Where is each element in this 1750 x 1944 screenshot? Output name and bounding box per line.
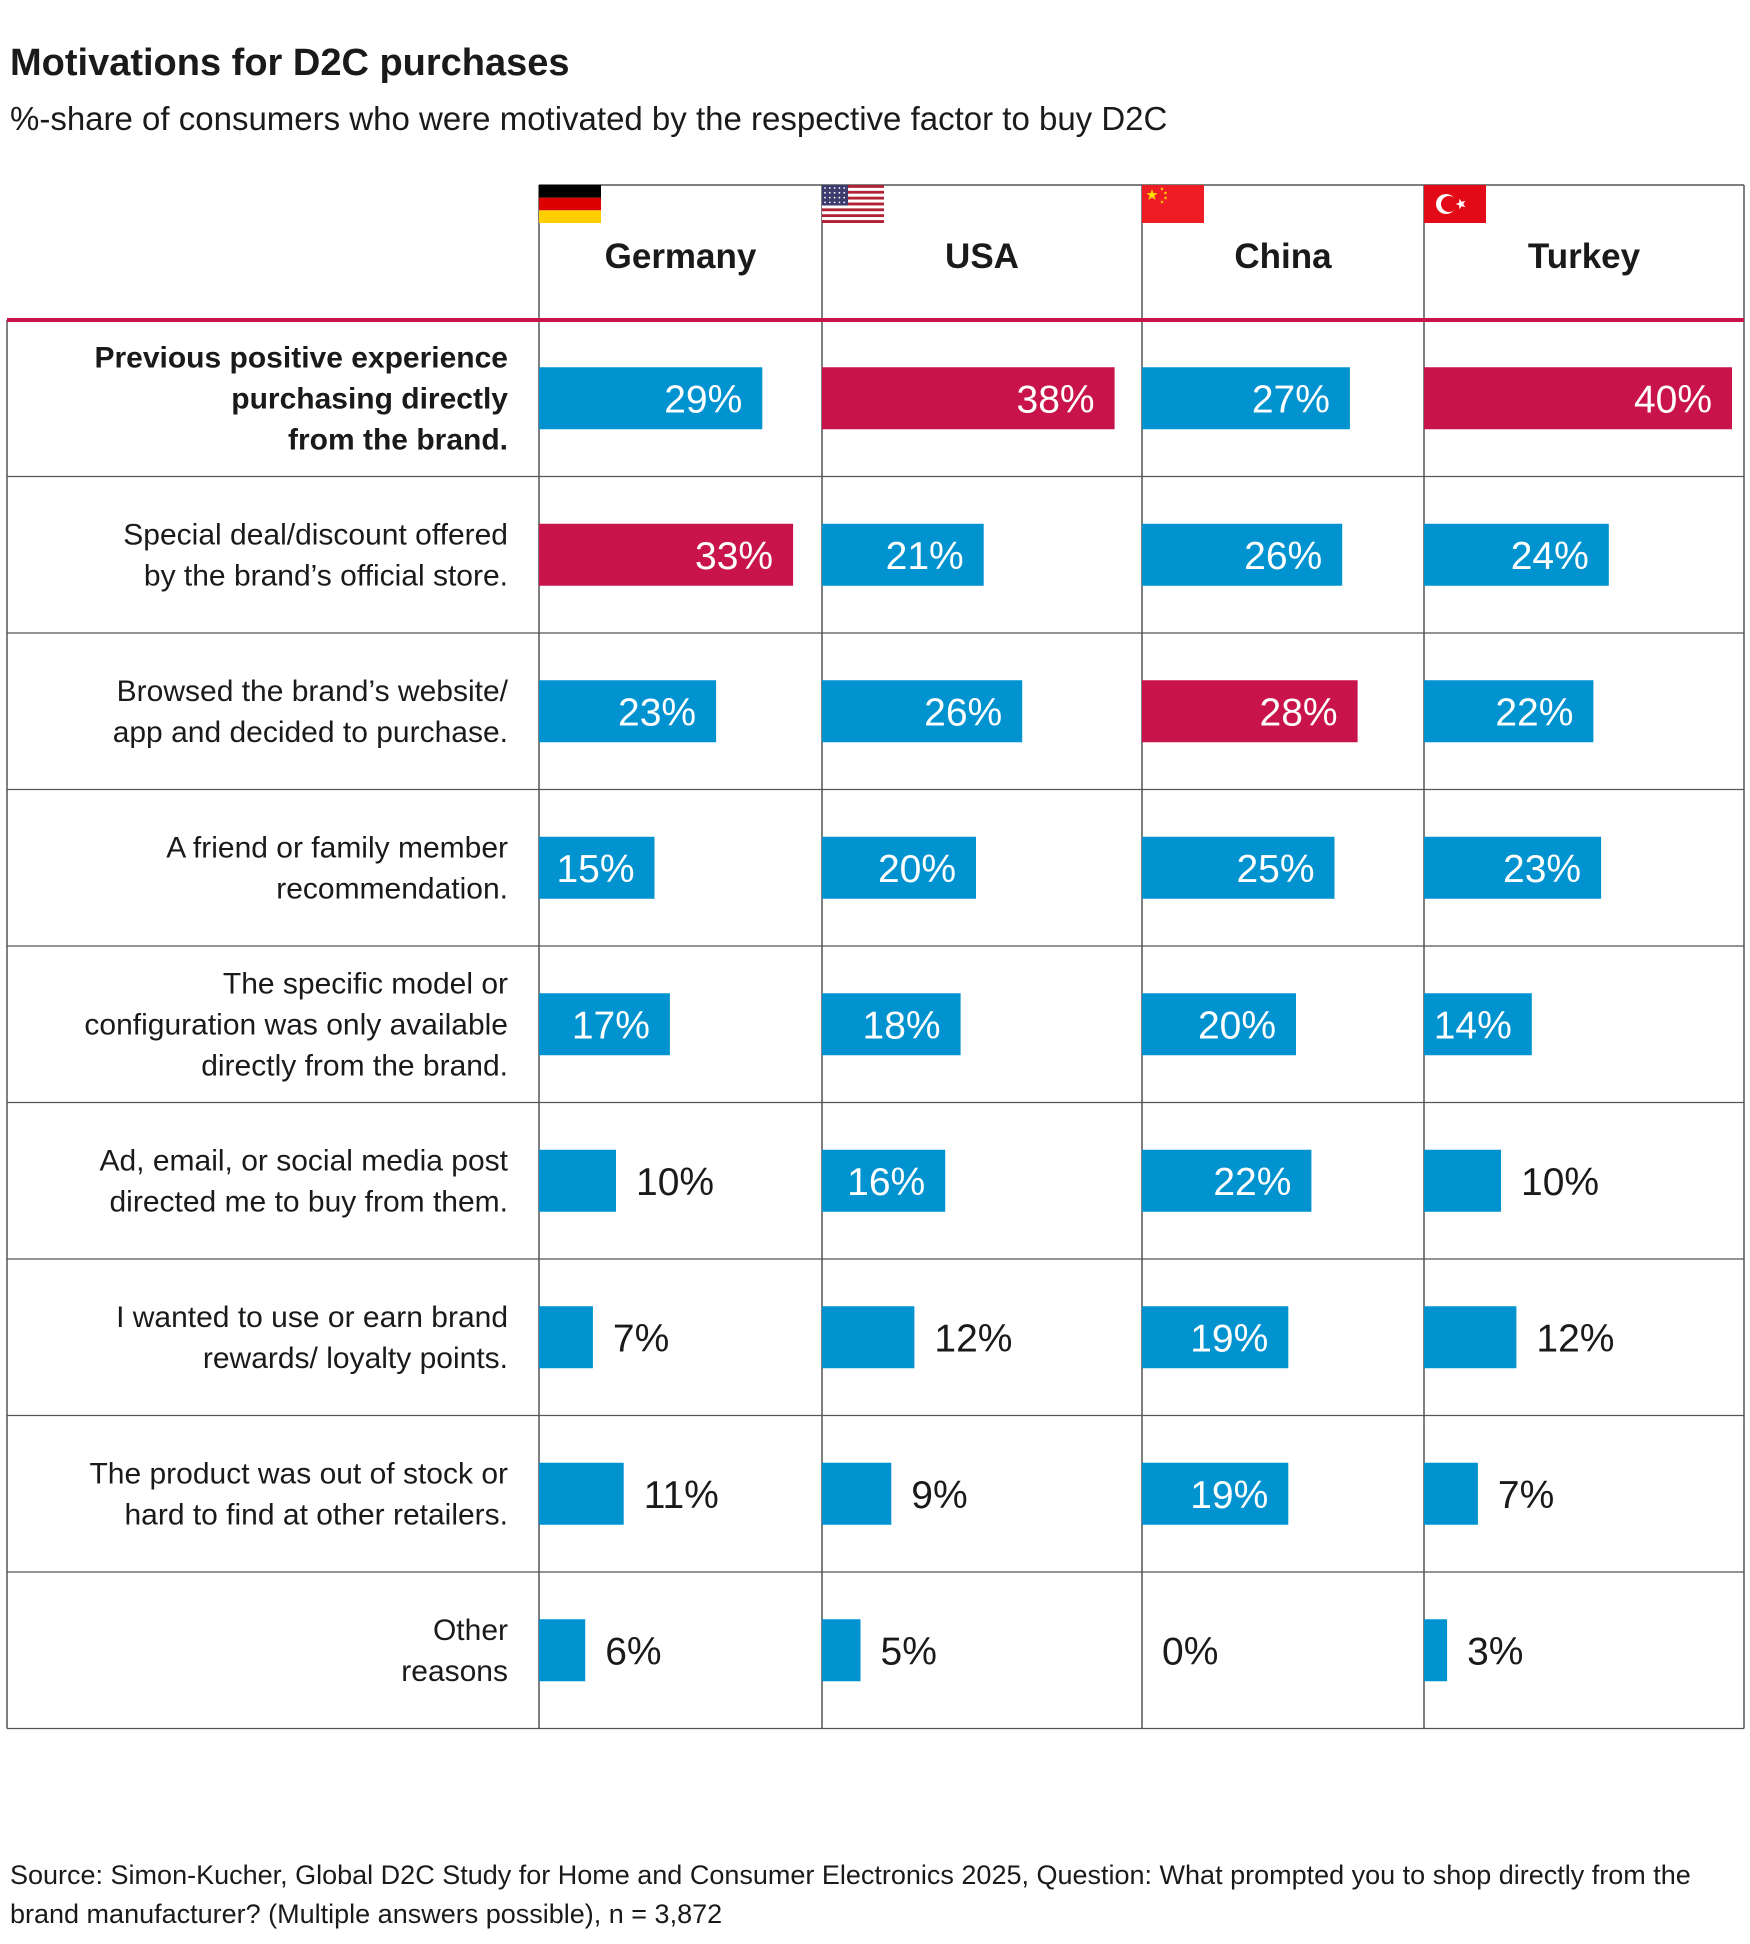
bar-value-label: 9% [911,1474,967,1517]
bar [539,523,794,586]
bar [1424,1619,1448,1682]
bar [1424,993,1532,1056]
bar [1424,836,1602,899]
row-label: Previous positive experience purchasing d… [94,341,508,456]
bar-value-label: 12% [1536,1317,1614,1360]
bar [1142,836,1335,899]
chart-title: Motivations for D2C purchases [10,42,570,84]
bar-value-label: 7% [1498,1474,1554,1517]
bar-value-label: 28% [1260,691,1338,734]
bar [539,367,763,430]
bar-value-label: 24% [1511,535,1589,578]
bar [539,1306,593,1369]
bar-value-label: 16% [847,1161,925,1204]
bar-value-label: 19% [1190,1474,1268,1517]
bar-value-label: 26% [924,691,1002,734]
bar [822,1306,915,1369]
bar-value-label: 22% [1495,691,1573,734]
bar [1424,680,1594,743]
bar-value-label: 6% [605,1630,661,1673]
bar-value-label: 11% [644,1474,719,1517]
bar [822,1462,892,1525]
bar-value-label: 27% [1252,378,1330,421]
country-header-china: China [1234,237,1332,276]
bar [822,367,1115,430]
row-label: A friend or family member recommendation. [166,831,508,905]
bar [1142,1462,1289,1525]
row-label: I wanted to use or earn brand rewards/ lo… [116,1301,508,1375]
bar-value-label: 29% [664,378,742,421]
germany-flag-icon [539,185,601,223]
bar [1142,1306,1289,1369]
bar-value-label: 12% [934,1317,1012,1360]
bar [822,836,976,899]
bar-value-label: 33% [695,535,773,578]
usa-flag-icon [822,185,884,223]
country-header-turkey: Turkey [1528,237,1641,276]
country-header-germany: Germany [605,237,757,276]
bar [1424,367,1732,430]
row-label: The product was out of stock or hard to f… [89,1457,508,1531]
chart-subtitle: %-share of consumers who were motivated … [10,100,1168,137]
bar-value-label: 19% [1190,1317,1268,1360]
row-label: Special deal/discount offered by the bran… [123,518,508,592]
bar-value-label: 40% [1634,378,1712,421]
bar [1142,993,1296,1056]
bar [539,1149,616,1212]
row-label: Browsed the brand’s website/app and deci… [113,675,509,749]
row-label: Ad, email, or social media post directed … [99,1144,508,1218]
row-label: The specific model or configuration was o… [84,967,508,1082]
bar [539,836,655,899]
bar [1142,523,1343,586]
bar [822,1619,861,1682]
bar [1142,680,1358,743]
bar [539,680,717,743]
bar-value-label: 38% [1017,378,1095,421]
bar [1424,1306,1517,1369]
bar-value-label: 20% [1198,1004,1276,1047]
bar-value-label: 22% [1213,1161,1291,1204]
bar-value-label: 7% [613,1317,669,1360]
bar-value-label: 23% [618,691,696,734]
bar [822,523,984,586]
bar [822,1149,946,1212]
bar-value-label: 18% [863,1004,941,1047]
country-header-usa: USA [945,237,1019,276]
bar [1142,367,1350,430]
bar-value-label: 21% [886,535,964,578]
bar [539,1619,586,1682]
bar [1142,1149,1312,1212]
bar-value-label: 20% [878,848,956,891]
bar-value-label: 17% [572,1004,650,1047]
bar [1424,523,1609,586]
source-note: Source: Simon-Kucher, Global D2C Study f… [10,1860,1691,1929]
turkey-flag-icon [1424,185,1486,223]
bar [822,680,1023,743]
row-label: Other reasons [401,1614,508,1688]
bar-value-label: 5% [881,1630,937,1673]
bar [822,993,961,1056]
motivations-chart: Germany USA China Turkey Previous positive e… [6,184,1745,1730]
china-flag-icon [1142,185,1204,223]
bar [1424,1149,1501,1212]
bar [1424,1462,1478,1525]
bar-value-label: 15% [556,848,634,891]
bar [539,1462,624,1525]
bar-value-label: 0% [1162,1630,1218,1673]
bar [539,993,670,1056]
bar-value-label: 14% [1434,1004,1512,1047]
bar-value-label: 23% [1503,848,1581,891]
bar-value-label: 10% [1521,1161,1599,1204]
bar-value-label: 25% [1236,848,1314,891]
bar-value-label: 3% [1467,1630,1523,1673]
bar-value-label: 10% [636,1161,714,1204]
bar-value-label: 26% [1244,535,1322,578]
